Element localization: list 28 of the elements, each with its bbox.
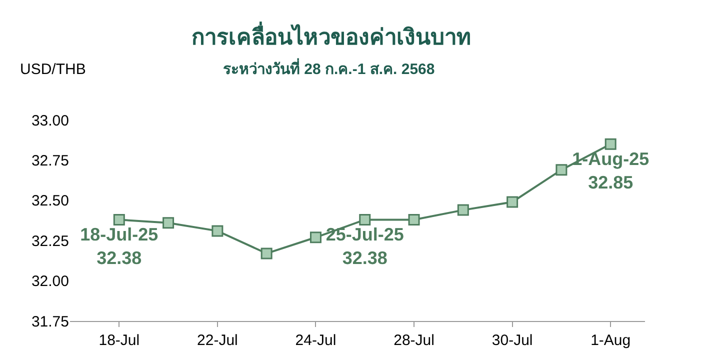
x-tick-label: 30-Jul	[492, 332, 533, 349]
x-tick-label: 28-Jul	[394, 332, 434, 349]
point	[556, 164, 568, 176]
chart-title: การเคลื่อนไหวของค่าเงินบาท	[191, 20, 472, 50]
y-tick-label: 32.00	[31, 273, 69, 290]
point	[457, 204, 469, 216]
point	[506, 196, 518, 208]
point	[359, 214, 371, 226]
data-label: 18-Jul-25 32.38	[80, 224, 158, 268]
y-tick-label: 32.25	[31, 232, 69, 250]
x-tick-label: 1-Aug	[590, 332, 631, 349]
y-tick-label: 31.75	[31, 313, 69, 330]
x-tick-label: 22-Jul	[197, 332, 238, 349]
point	[162, 217, 174, 229]
point	[260, 248, 272, 260]
point	[604, 138, 616, 150]
point	[408, 214, 420, 226]
chart-subtitle: ระหว่างวันที่ 28 ก.ค.-1 ส.ค. 2568	[223, 58, 435, 78]
point	[310, 232, 322, 244]
x-tick-label: 24-Jul	[295, 332, 336, 349]
data-label: 25-Jul-25 32.38	[326, 224, 404, 268]
x-tick-label: 18-Jul	[98, 332, 140, 349]
y-tick-label: 32.50	[31, 192, 69, 210]
y-axis-title: USD/THB	[20, 61, 86, 78]
y-tick-label: 32.75	[31, 152, 69, 170]
y-tick-label: 33.00	[31, 112, 69, 130]
point	[212, 225, 224, 237]
point	[113, 214, 125, 226]
